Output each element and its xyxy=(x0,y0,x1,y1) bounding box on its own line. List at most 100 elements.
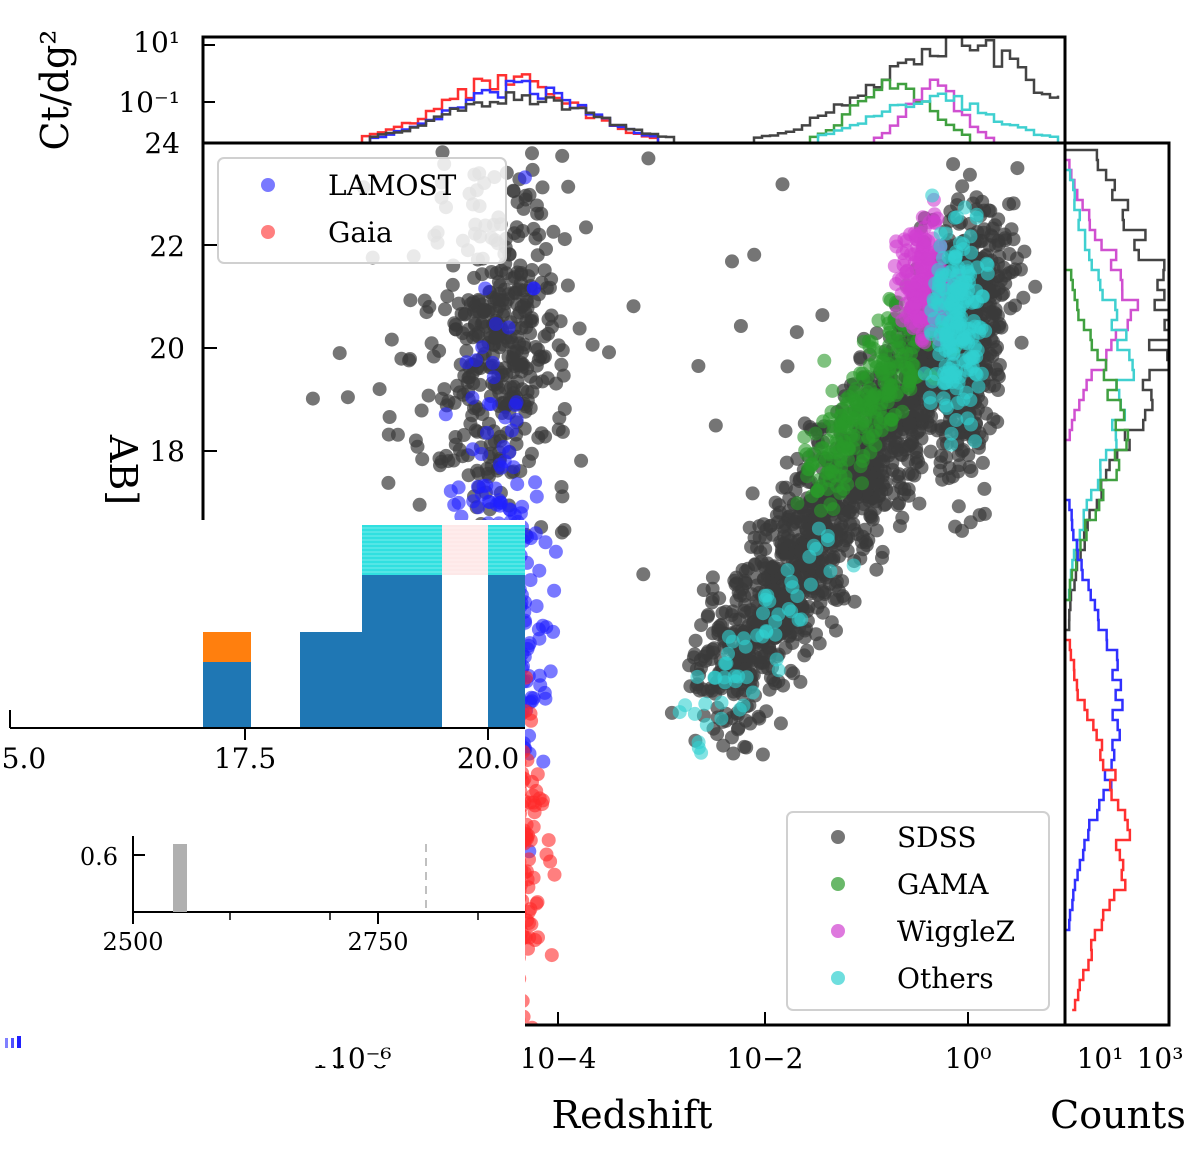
point-lamost xyxy=(447,497,462,512)
point-gama xyxy=(820,482,835,497)
point-others xyxy=(690,669,705,684)
point-sdss xyxy=(713,618,728,633)
stray-mark-3 xyxy=(17,1036,21,1048)
point-sdss xyxy=(989,362,1004,377)
point-others xyxy=(794,612,809,627)
point-others xyxy=(933,226,948,241)
point-others xyxy=(938,343,953,358)
point-sdss xyxy=(435,145,450,160)
point-sdss xyxy=(831,583,846,598)
right-hist-others xyxy=(1065,150,1136,1010)
point-sdss xyxy=(1014,335,1029,350)
point-sdss xyxy=(705,592,720,606)
point-sdss xyxy=(726,687,741,702)
point-lamost xyxy=(486,370,501,385)
point-others xyxy=(846,558,861,573)
point-sdss xyxy=(895,510,910,525)
point-others xyxy=(771,607,786,622)
point-others xyxy=(771,663,786,678)
point-gama xyxy=(902,374,917,389)
point-wigglez xyxy=(911,309,926,324)
point-sdss xyxy=(483,327,498,342)
point-gama xyxy=(833,419,848,433)
point-sdss xyxy=(902,416,917,431)
top-hist-gama xyxy=(210,78,1058,143)
point-others xyxy=(965,359,980,374)
stray-mark-2 xyxy=(11,1038,14,1048)
point-sdss xyxy=(725,254,739,269)
point-others xyxy=(760,588,775,603)
point-sdss xyxy=(893,447,908,462)
point-others xyxy=(790,589,805,604)
right-hist-frame xyxy=(1063,141,1171,1027)
point-sdss xyxy=(869,523,884,538)
point-lamost xyxy=(510,477,525,492)
point-sdss xyxy=(513,275,528,290)
point-lamost xyxy=(532,563,547,578)
point-others xyxy=(803,577,818,592)
point-others xyxy=(784,574,799,589)
point-others xyxy=(672,705,687,720)
point-others xyxy=(925,188,940,203)
point-sdss xyxy=(923,421,938,435)
inset-histogram: 15.0 17.5 20.0 xyxy=(0,525,525,775)
point-sdss xyxy=(799,522,814,537)
point-gaia xyxy=(524,917,539,932)
point-sdss xyxy=(688,633,703,648)
point-sdss xyxy=(756,571,771,586)
point-lamost xyxy=(529,489,544,504)
point-others xyxy=(938,268,953,282)
point-sdss xyxy=(484,265,499,279)
point-others xyxy=(699,717,714,732)
point-sdss xyxy=(815,605,830,620)
point-others xyxy=(975,289,990,304)
point-sdss xyxy=(869,562,884,577)
point-sdss xyxy=(554,357,569,372)
point-lamost xyxy=(475,340,490,355)
inset-bar-5-pink xyxy=(442,525,488,575)
point-sdss xyxy=(555,343,570,358)
point-sdss xyxy=(778,424,793,439)
point-sdss xyxy=(450,378,465,393)
point-gaia xyxy=(522,852,536,867)
point-sdss xyxy=(557,232,572,247)
right-hist-lamost xyxy=(1065,150,1124,1010)
point-lamost xyxy=(471,500,486,515)
point-gaia xyxy=(494,1104,508,1118)
point-sdss xyxy=(694,618,709,633)
point-gama xyxy=(894,355,909,370)
point-lamost xyxy=(523,573,538,588)
point-sdss xyxy=(445,277,460,292)
point-sdss xyxy=(758,530,773,545)
point-lamost xyxy=(538,535,553,550)
point-sdss xyxy=(952,458,967,473)
point-sdss xyxy=(998,233,1013,248)
point-sdss xyxy=(987,378,1002,393)
point-sdss xyxy=(551,422,566,437)
point-gaia xyxy=(544,948,559,963)
point-sdss xyxy=(557,402,572,416)
point-sdss xyxy=(522,187,537,202)
point-sdss xyxy=(525,146,539,161)
point-sdss xyxy=(979,406,994,421)
point-wigglez xyxy=(909,228,924,243)
point-gaia xyxy=(528,933,542,947)
point-sdss xyxy=(705,570,720,585)
point-lamost xyxy=(484,397,499,411)
point-sdss xyxy=(800,643,815,658)
point-sdss xyxy=(426,349,441,364)
point-sdss xyxy=(554,480,569,494)
point-sdss xyxy=(529,198,544,213)
top-hist-ytick-2: 10⁻¹ xyxy=(118,86,180,119)
point-sdss xyxy=(955,179,970,194)
point-sdss xyxy=(523,326,538,341)
point-sdss xyxy=(826,553,841,567)
point-gama xyxy=(814,503,828,518)
point-sdss xyxy=(572,321,587,336)
point-gama xyxy=(812,453,827,468)
point-wigglez xyxy=(895,313,910,328)
point-sdss xyxy=(743,603,758,618)
inset-lower: 0.6 2500 2750 xyxy=(5,836,525,1048)
point-sdss xyxy=(951,499,966,514)
right-hist-wigglez xyxy=(1065,150,1140,1010)
